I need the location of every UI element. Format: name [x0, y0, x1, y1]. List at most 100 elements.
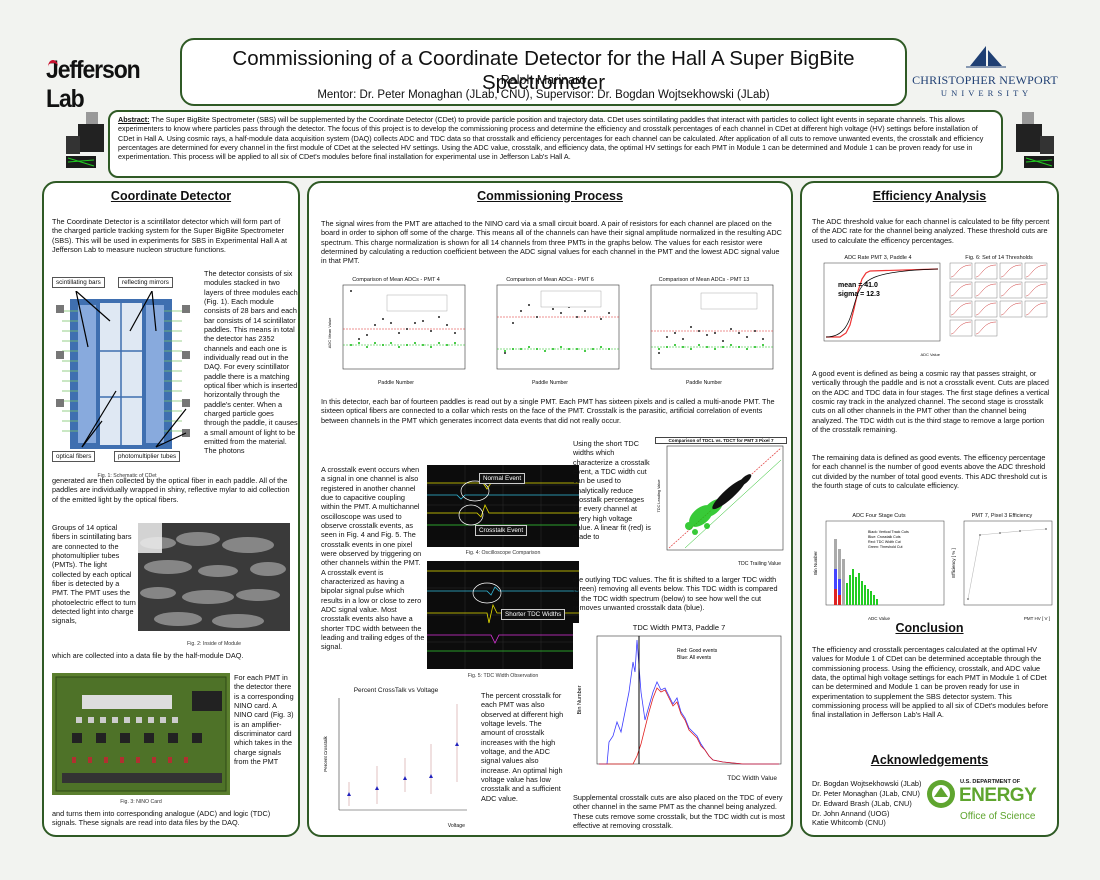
adc-plot-pmt4-xlabel: Paddle Number	[377, 380, 415, 386]
pmt-icon-right	[1010, 112, 1058, 172]
commissioning-intro-text: The signal wires from the PMT are attach…	[321, 219, 782, 266]
doe-seal-icon	[927, 780, 955, 808]
tdc-scatter-ylabel: TDC Leading Value	[657, 480, 661, 513]
efficiency-hv-area: Efficiency [ % ]	[951, 520, 1053, 606]
abstract-box: Abstract: The Super BigBite Spectrometer…	[108, 110, 1003, 178]
nino-signals-text: and turns them into corresponding analog…	[52, 809, 271, 828]
pmt-icon-left	[62, 112, 110, 172]
module-inside-photo	[138, 523, 290, 631]
efficiency-hv-ylabel: Efficiency [ % ]	[951, 548, 956, 577]
daq-text: which are collected into a data file by …	[52, 651, 244, 660]
section-title-coordinate-detector: Coordinate Detector	[110, 189, 232, 203]
percent-crosstalk-text: The percent crosstalk for each PMT was a…	[481, 691, 564, 803]
mentor-line: Mentor: Dr. Peter Monaghan (JLab, CNU), …	[317, 89, 770, 101]
threshold-text: The ADC threshold value for each channel…	[812, 217, 1050, 245]
crosstalk-voltage-xlabel: Voltage	[447, 823, 465, 829]
fig3-caption: Fig. 3: NINO Card	[120, 799, 162, 805]
pmt-groups-text: Groups of 14 optical fibers in scintilla…	[52, 523, 136, 626]
efficiency-percentage-text: The remaining data is defined as good ev…	[812, 453, 1048, 490]
abstract-label: Abstract:	[118, 115, 150, 124]
cnu-name: CHRISTOPHER NEWPORT	[912, 73, 1058, 87]
thresholds-area	[949, 262, 1048, 337]
crosstalk-voltage-area: Percent Crosstalk	[323, 698, 467, 811]
crosstalk-voltage-ylabel: Percent Crosstalk	[323, 735, 328, 771]
four-stage-cuts-title: ADC Four Stage Cuts	[852, 513, 906, 519]
tdc-scatter-plot: Comparison of TDCL vs. TDCT for PMT 3 Pi…	[655, 437, 787, 569]
supplemental-cuts-text: Supplemental crosstalk cuts are also pla…	[573, 793, 785, 830]
adc-plot-pmt4: Comparison of Mean ADCs - PMT 4 ADC Mean…	[323, 277, 469, 389]
adc-plot-pmt13: Comparison of Mean ADCs - PMT 13 Paddle …	[631, 277, 777, 389]
tdc-width-title: TDC Width PMT3, Paddle 7	[632, 623, 726, 632]
abstract-text: The Super BigBite Spectrometer (SBS) wil…	[118, 115, 984, 162]
fig4-caption: Fig. 4: Oscilloscope Comparison	[465, 550, 541, 556]
tdc-scatter-title: Comparison of TDCL vs. TDCT for PMT 3 Pi…	[655, 437, 787, 444]
jlab-logo: Jefferson Lab	[46, 56, 166, 113]
osc-label-crosstalk-event: Crosstalk Event	[475, 525, 528, 536]
four-stage-cuts-plot: ADC Four Stage Cuts Black: Vertical Trac…	[812, 513, 946, 623]
nino-card-photo	[52, 673, 230, 795]
adc-plot-pmt6: Comparison of Mean ADCs - PMT 6 Paddle N…	[477, 277, 623, 389]
oscilloscope-normal: Normal Event Crosstalk Event	[427, 465, 579, 547]
title-banner: Commissioning of a Coordinate Detector f…	[180, 38, 907, 106]
acknowledgements-list: Dr. Bogdan Wojtsekhowski (JLab) Dr. Pete…	[812, 779, 952, 828]
tdc-scatter-area: TDC Leading Value	[657, 445, 784, 551]
tdc-width-legend-good: Red: Good events	[677, 648, 718, 654]
four-stage-cuts-xlabel: ADC Value	[868, 616, 890, 621]
four-stage-cuts-area: Black: Vertical Track Cuts Blue: Crossta…	[813, 520, 945, 606]
crosstalk-voltage-title: Percent CrossTalk vs Voltage	[353, 687, 439, 694]
cdet-modules-text: The detector consists of six modules sta…	[204, 269, 298, 456]
cuts-legend-blue: Blue: Crosstalk Cuts	[868, 535, 901, 539]
adc-plot-pmt4-area: ADC Mean Value	[327, 284, 466, 370]
adc-plot-pmt13-area	[650, 284, 774, 370]
adc-plot-pmt13-xlabel: Paddle Number	[685, 380, 723, 386]
adc-rate-title: ADC Rate PMT 3, Paddle 4	[844, 255, 912, 261]
tdc-width-xlabel: TDC Width Value	[727, 775, 777, 782]
good-event-text: A good event is defined as being a cosmi…	[812, 369, 1050, 434]
osc-label-normal-event: Normal Event	[479, 473, 526, 484]
section-title-commissioning: Commissioning Process	[477, 189, 623, 203]
label-optical-fibers: optical fibers	[52, 451, 96, 462]
efficiency-hv-title: PMT 7, Pixel 3 Efficiency	[971, 513, 1033, 519]
adc-plot-pmt6-area	[496, 284, 620, 370]
thresholds-title: Fig. 6: Set of 14 Thresholds	[965, 255, 1033, 261]
adc-plot-pmt6-xlabel: Paddle Number	[531, 380, 569, 386]
doe-line2: ENERGY	[959, 785, 1037, 806]
four-stage-cuts-ylabel: Bin Number	[813, 551, 818, 575]
oscilloscope-tdc-width: Shorter TDC Widths	[427, 561, 579, 669]
doe-line1: U.S. DEPARTMENT OF	[960, 779, 1021, 785]
pmt-crosstalk-text: In this detector, each bar of fourteen p…	[321, 397, 775, 425]
cuts-legend-green: Green: Threshold Cut	[868, 545, 903, 549]
cnu-logo: CHRISTOPHER NEWPORT U N I V E R S I T Y	[910, 44, 1060, 98]
thresholds-grid: Fig. 6: Set of 14 Thresholds	[948, 255, 1050, 359]
cdet-schematic: scintillating bars reflecting mirrors op…	[52, 277, 202, 469]
tdc-cut-text: Using the short TDC widths which charact…	[573, 439, 651, 542]
tdc-width-histogram: TDC Width PMT3, Paddle 7 Red: Good event…	[573, 623, 785, 787]
tdc-width-ylabel: Bin Number	[577, 685, 583, 714]
adc-plot-pmt6-title: Comparison of Mean ADCs - PMT 6	[506, 277, 594, 283]
adc-rate-mean: mean = 41.0	[838, 282, 878, 289]
adc-rate-sigma: sigma = 12.3	[838, 291, 880, 298]
fig1-caption: Fig. 1: Schematic of CDet	[97, 473, 157, 479]
adc-plot-pmt13-title: Comparison of Mean ADCs - PMT 13	[658, 277, 750, 283]
jlab-logo-text: Jefferson Lab	[46, 56, 141, 113]
fig5-caption: Fig. 5: TDC Width Observation	[467, 673, 539, 679]
osc-label-shorter-tdc: Shorter TDC Widths	[501, 609, 566, 620]
section-title-acknowledgements: Acknowledgements	[870, 753, 989, 767]
adc-rate-xlabel: ADC Value	[920, 352, 941, 357]
conclusion-text: The efficiency and crosstalk percentages…	[812, 645, 1049, 720]
ack-item: Dr. Edward Brash (JLab, CNU)	[812, 798, 912, 808]
poster-title: Commissioning of a Coordinate Detector f…	[232, 47, 855, 94]
crosstalk-event-text: A crosstalk event occurs when a signal i…	[321, 465, 425, 652]
cdet-photons-text: generated are then collected by the opti…	[52, 476, 290, 504]
efficiency-hv-xlabel: PMT HV [ V ]	[1023, 616, 1050, 621]
commissioning-panel: Commissioning Process The signal wires f…	[307, 181, 793, 837]
tdc-fit-text: the outlying TDC values. The fit is shif…	[573, 575, 778, 612]
label-scintillating-bars: scintillating bars	[52, 277, 105, 288]
cuts-legend-black: Black: Vertical Track Cuts	[868, 530, 909, 534]
doe-line3: Office of Science	[960, 811, 1036, 822]
efficiency-hv-plot: PMT 7, Pixel 3 Efficiency Efficiency [ %…	[950, 513, 1054, 623]
author-name: Ralph Marinaro	[500, 73, 587, 87]
label-photomultiplier-tubes: photomultiplier tubes	[114, 451, 181, 462]
label-reflecting-mirrors: reflecting mirrors	[118, 277, 173, 288]
cnu-sail-icon	[966, 46, 1006, 68]
